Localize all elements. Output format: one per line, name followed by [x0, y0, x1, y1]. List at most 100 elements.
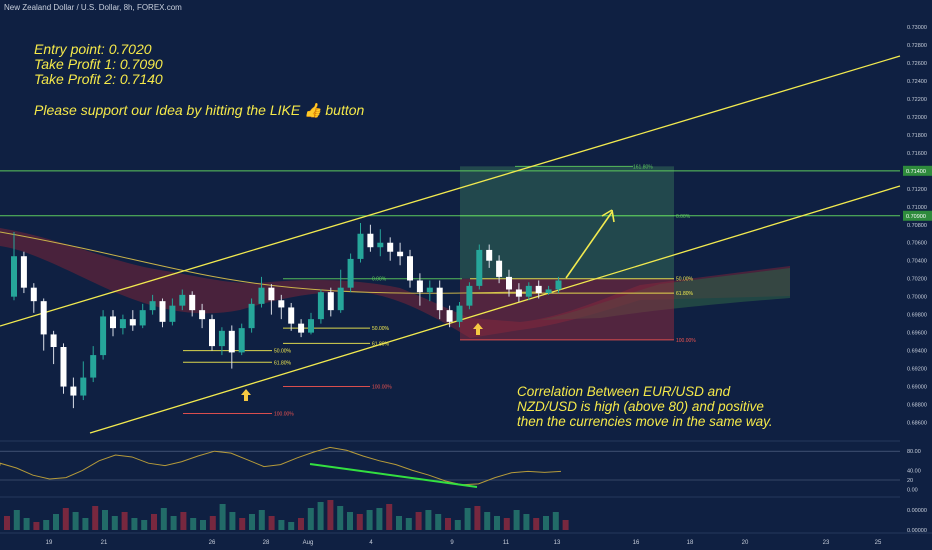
take-profit-zone	[460, 166, 674, 279]
candle-body	[506, 276, 512, 290]
volume-bar	[23, 518, 30, 530]
volume-bar	[92, 506, 99, 530]
price-highlight-label: 0.71400	[906, 169, 926, 175]
correlation-line-1: Correlation Between EUR/USD and	[517, 384, 731, 399]
oscillator-tick-label: 80.00	[907, 449, 921, 455]
volume-bar	[249, 514, 255, 530]
candle-body	[70, 386, 77, 396]
fib-level-label: 100.00%	[676, 338, 696, 344]
volume-bar	[523, 514, 530, 530]
price-highlight-badge	[903, 165, 932, 176]
time-tick-label: 25	[875, 540, 882, 546]
candle-body	[535, 285, 542, 294]
price-tick-label: 0.70000	[907, 295, 927, 301]
price-tick-label: 0.69200	[907, 367, 927, 373]
volume-bar	[278, 520, 285, 530]
candle-body	[179, 294, 186, 306]
candle-body	[446, 310, 453, 322]
price-tick-label: 0.69000	[907, 385, 927, 391]
volume-bar	[474, 506, 481, 530]
price-highlight-badge	[903, 210, 932, 221]
volume-bar	[503, 518, 510, 530]
fib-level-label: 161.80%	[633, 164, 653, 170]
volume-bar	[219, 504, 226, 530]
volume-bar	[82, 518, 89, 530]
volume-bar	[543, 516, 549, 530]
candle-body	[426, 287, 433, 293]
price-tick-label: 0.71800	[907, 133, 927, 139]
fib-level-label: 50.00%	[274, 349, 292, 355]
volume-bar	[552, 512, 559, 530]
candle-body	[80, 377, 87, 396]
volume-bar	[151, 514, 157, 530]
volume-bar	[131, 518, 138, 530]
volume-bar	[180, 512, 187, 530]
volume-bar	[170, 516, 177, 530]
time-tick-label: 4	[369, 540, 373, 546]
correlation-line-3: then the currencies move in the same way…	[517, 414, 773, 429]
volume-bar	[121, 512, 128, 530]
candle-body	[40, 301, 47, 335]
candle-body	[218, 330, 225, 347]
volume-bar	[160, 508, 167, 530]
candle-body	[525, 285, 532, 297]
price-tick-label: 0.70400	[907, 259, 927, 265]
price-tick-label: 0.72000	[907, 115, 927, 121]
up-arrow-icon	[473, 323, 483, 335]
correlation-line-2: NZD/USD is high (above 80) and positive	[517, 399, 764, 414]
moving-average-line	[0, 231, 541, 294]
price-tick-label: 0.68600	[907, 421, 927, 427]
time-tick-label: 16	[633, 540, 640, 546]
volume-bar	[327, 500, 334, 530]
candle-body	[60, 347, 67, 387]
candle-body	[327, 292, 334, 311]
volume-bar	[533, 518, 540, 530]
volume-bar	[425, 510, 432, 530]
candle-body	[278, 300, 285, 308]
time-tick-label: 19	[46, 540, 53, 546]
oscillator-tick-label: 0.00	[907, 488, 918, 494]
oscillator-line	[0, 446, 562, 486]
correlation-note: Correlation Between EUR/USD and NZD/USD …	[517, 384, 773, 429]
volume-bar	[4, 516, 10, 530]
candle-body	[11, 256, 17, 297]
entry-point-text: Entry point: 0.7020	[34, 41, 152, 57]
price-tick-label: 0.70800	[907, 223, 927, 229]
volume-bar	[376, 508, 383, 530]
volume-bar	[562, 520, 569, 530]
candle-body	[486, 249, 493, 261]
candle-body	[20, 256, 27, 288]
candle-body	[397, 251, 404, 257]
price-tick-label: 0.71200	[907, 187, 927, 193]
volume-bar	[298, 518, 304, 530]
candle-body	[416, 280, 423, 293]
volume-bar	[513, 510, 520, 530]
candle-body	[317, 292, 324, 320]
candle-body	[238, 328, 245, 353]
time-tick-label: 13	[554, 540, 561, 546]
candle-body	[100, 316, 107, 356]
price-tick-label: 0.70200	[907, 277, 927, 283]
take-profit-2-text: Take Profit 2: 0.7140	[34, 71, 163, 87]
candle-body	[545, 289, 552, 294]
fib-level-label: 50.00%	[676, 277, 694, 283]
candle-body	[268, 287, 275, 301]
candle-body	[337, 287, 344, 311]
projection-arrow-line	[565, 211, 613, 279]
volume-bar	[53, 514, 59, 530]
projection-arrow-icon	[601, 209, 615, 223]
volume-bar	[43, 520, 50, 530]
volume-bar	[317, 502, 324, 530]
price-tick-label: 0.72800	[907, 43, 927, 49]
fib-level-label: 61.80%	[274, 360, 292, 366]
volume-bar	[288, 522, 295, 530]
volume-bar	[307, 508, 314, 530]
volume-bar	[268, 516, 275, 530]
candle-body	[119, 319, 126, 329]
candle-body	[90, 355, 97, 378]
fib-level-label: 50.00%	[372, 326, 390, 332]
volume-bar	[464, 508, 471, 530]
candle-body	[555, 280, 562, 290]
